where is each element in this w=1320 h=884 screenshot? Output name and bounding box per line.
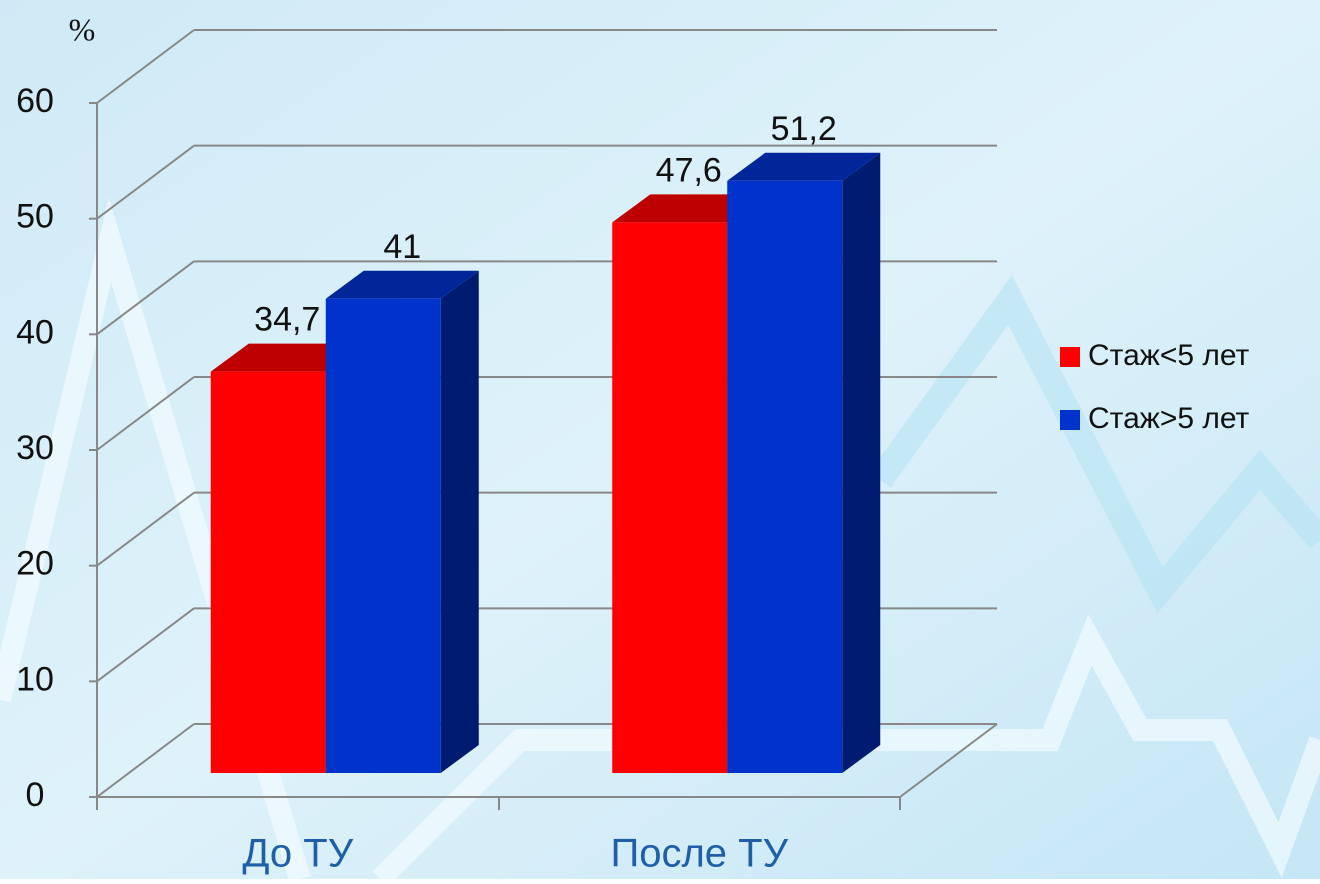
value-label: 34,7 bbox=[254, 301, 320, 339]
grid-line-side bbox=[96, 723, 195, 798]
bar-top bbox=[727, 152, 881, 181]
y-axis-label: % bbox=[69, 11, 96, 47]
grid-line-side bbox=[96, 29, 195, 104]
background-wave bbox=[869, 275, 1320, 614]
bar-top bbox=[612, 194, 766, 223]
bar bbox=[612, 222, 728, 774]
x-tick-label: После ТУ bbox=[610, 832, 788, 876]
legend-label: Стаж>5 лет bbox=[1088, 402, 1250, 435]
bar-side bbox=[842, 152, 881, 773]
bar-top bbox=[325, 270, 479, 299]
bar bbox=[325, 298, 441, 773]
grid-line-side bbox=[96, 607, 195, 683]
grid-line-side bbox=[96, 376, 195, 451]
value-label: 47,6 bbox=[656, 151, 722, 189]
value-label: 51,2 bbox=[771, 110, 837, 148]
bar-top bbox=[210, 343, 364, 372]
bar bbox=[210, 371, 326, 773]
y-tick-label: 60 bbox=[16, 82, 54, 120]
grid-line-side bbox=[96, 260, 195, 336]
grid-line-side bbox=[96, 144, 195, 220]
legend-swatch bbox=[1060, 347, 1080, 367]
floor-edge bbox=[899, 723, 998, 798]
y-tick-label: 40 bbox=[16, 313, 54, 351]
value-label: 41 bbox=[383, 228, 421, 266]
y-tick-label: 0 bbox=[26, 776, 45, 814]
y-tick-label: 10 bbox=[16, 660, 54, 698]
x-tick-label: До ТУ bbox=[242, 832, 353, 876]
legend-swatch bbox=[1060, 410, 1080, 430]
bar-side bbox=[440, 270, 479, 773]
y-tick-label: 20 bbox=[16, 545, 54, 583]
grid-line-side bbox=[96, 491, 195, 567]
bar bbox=[727, 180, 843, 773]
y-tick-label: 30 bbox=[16, 429, 54, 467]
legend-label: Стаж<5 лет bbox=[1088, 339, 1250, 372]
y-tick-label: 50 bbox=[16, 198, 54, 236]
